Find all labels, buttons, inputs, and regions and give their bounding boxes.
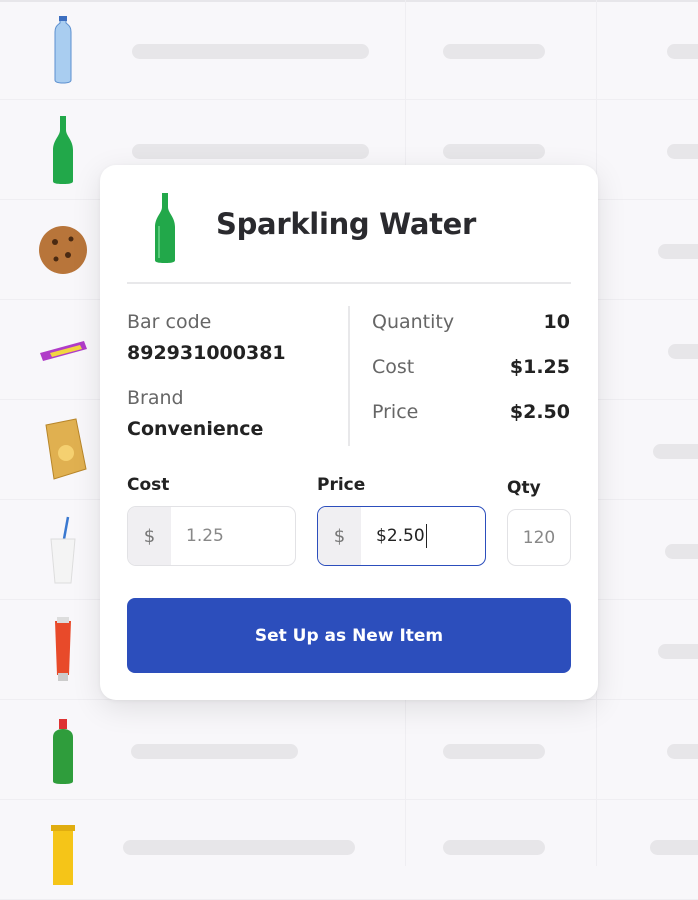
price-value: $2.50 <box>509 401 570 423</box>
skeleton-placeholder <box>650 840 698 855</box>
price-input[interactable]: $ $2.50 <box>317 506 486 566</box>
skeleton-placeholder <box>653 444 698 459</box>
cost-label: Cost <box>372 356 415 378</box>
skeleton-placeholder <box>443 144 545 159</box>
skeleton-placeholder <box>658 644 698 659</box>
barcode-value: 892931000381 <box>127 342 286 364</box>
table-row[interactable] <box>0 0 698 100</box>
cost-input-value[interactable]: 1.25 <box>186 526 224 546</box>
skeleton-placeholder <box>131 744 298 759</box>
quantity-value: 10 <box>543 311 570 333</box>
potato-chips-bag-icon <box>45 418 87 480</box>
toothpaste-tube-icon <box>55 617 71 681</box>
yellow-tube-icon <box>51 825 75 885</box>
qty-field-label: Qty <box>507 478 541 498</box>
product-title: Sparkling Water <box>216 207 477 241</box>
quantity-label: Quantity <box>372 311 455 333</box>
cost-field-label: Cost <box>127 475 170 495</box>
candy-bar-icon <box>40 341 87 361</box>
barcode-label: Bar code <box>127 311 212 333</box>
price-input-field[interactable]: $2.50 <box>361 507 485 565</box>
set-up-new-item-button[interactable]: Set Up as New Item <box>127 598 571 673</box>
price-input-value: $2.50 <box>376 526 425 546</box>
dish-soap-bottle-icon <box>53 719 73 784</box>
green-glass-bottle-icon <box>53 116 73 184</box>
skeleton-placeholder <box>667 744 698 759</box>
skeleton-placeholder <box>668 344 698 359</box>
price-field-label: Price <box>317 475 366 495</box>
brand-label: Brand <box>127 387 184 409</box>
divider <box>127 282 571 284</box>
skeleton-placeholder <box>443 44 545 59</box>
skeleton-placeholder <box>667 44 698 59</box>
cost-value: $1.25 <box>509 356 570 378</box>
table-row[interactable] <box>0 700 698 800</box>
dollar-prefix: $ <box>128 507 171 565</box>
brand-value: Convenience <box>127 418 264 440</box>
paper-cup-with-straw-icon <box>50 516 76 584</box>
cost-input[interactable]: $ 1.25 <box>127 506 296 566</box>
top-border <box>0 0 698 2</box>
water-bottle-icon <box>54 16 72 84</box>
skeleton-placeholder <box>667 144 698 159</box>
chocolate-chip-cookie-icon <box>39 226 87 274</box>
dollar-prefix: $ <box>318 507 361 565</box>
green-glass-bottle-icon <box>155 193 175 263</box>
table-row[interactable] <box>0 800 698 900</box>
skeleton-placeholder <box>132 44 369 59</box>
skeleton-placeholder <box>658 244 698 259</box>
skeleton-placeholder <box>443 744 545 759</box>
qty-input[interactable]: 120 <box>507 509 571 566</box>
price-label: Price <box>372 401 419 423</box>
item-setup-card: Sparkling Water Bar code 892931000381 Br… <box>100 165 598 700</box>
skeleton-placeholder <box>123 840 355 855</box>
skeleton-placeholder <box>132 144 369 159</box>
text-cursor <box>425 524 428 548</box>
divider <box>348 306 350 446</box>
skeleton-placeholder <box>665 544 698 559</box>
skeleton-placeholder <box>443 840 545 855</box>
